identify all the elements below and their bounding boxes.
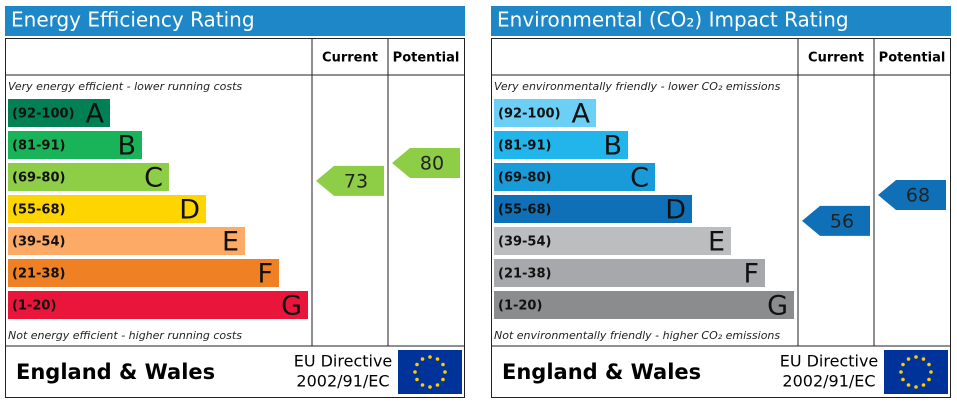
eu-star — [906, 383, 911, 387]
footer-region: England & Wales — [16, 360, 215, 384]
band-letter: B — [117, 131, 136, 162]
footer-directive: EU Directive — [294, 352, 393, 371]
rating-band — [8, 99, 110, 127]
eu-star — [415, 377, 419, 382]
band-range: (55-68) — [12, 203, 65, 218]
band-range: (69-80) — [498, 171, 551, 186]
band-range: (39-54) — [12, 235, 65, 250]
rating-band — [494, 195, 692, 223]
eu-star — [413, 370, 417, 374]
column-header: Potential — [879, 51, 946, 66]
band-letter: E — [708, 227, 725, 258]
eu-star — [441, 362, 445, 367]
eu-star — [906, 357, 911, 361]
rating-panel: Energy Efficiency Rating Current Potential… — [5, 6, 465, 398]
band-range: (69-80) — [12, 171, 65, 186]
rating-band — [494, 131, 628, 159]
band-range: (1-20) — [498, 299, 542, 314]
eu-star — [899, 370, 903, 374]
rating-band — [8, 227, 245, 255]
eu-star — [435, 383, 440, 387]
panel-title: Environmental (CO₂) Impact Rating — [497, 8, 849, 32]
band-range: (21-38) — [498, 267, 551, 282]
rating-arrow — [392, 148, 460, 178]
band-letter: F — [743, 259, 759, 290]
eu-star — [914, 385, 918, 389]
band-range: (92-100) — [498, 107, 561, 122]
eu-star — [927, 362, 931, 367]
eu-star — [428, 385, 432, 389]
band-letter: G — [281, 291, 302, 322]
eu-star — [929, 370, 933, 374]
footer-region: England & Wales — [502, 360, 701, 384]
bottom-note: Not energy efficient - higher running co… — [8, 329, 242, 342]
top-note: Very energy efficient - lower running co… — [8, 80, 242, 93]
rating-panel: Environmental (CO₂) Impact Rating Current… — [491, 6, 951, 398]
rating-arrow — [878, 180, 946, 210]
rating-value: 80 — [420, 153, 444, 175]
band-letter: D — [179, 195, 200, 226]
footer-directive: EU Directive — [780, 352, 879, 371]
rating-arrow — [316, 165, 384, 196]
band-letter: D — [665, 195, 686, 226]
band-letter: A — [572, 99, 591, 130]
rating-band — [494, 99, 596, 127]
title-bar — [491, 6, 951, 36]
eu-star — [901, 377, 905, 382]
eu-star — [435, 357, 440, 361]
band-letter: E — [222, 227, 239, 258]
eu-star — [420, 383, 425, 387]
eu-star — [921, 357, 926, 361]
rating-value: 73 — [344, 170, 368, 192]
band-range: (21-38) — [12, 267, 65, 282]
band-range: (81-91) — [498, 139, 551, 154]
rating-value: 68 — [906, 185, 930, 207]
rating-band — [8, 131, 142, 159]
band-range: (55-68) — [498, 203, 551, 218]
eu-star — [428, 355, 432, 359]
title-bar — [5, 6, 465, 36]
band-letter: C — [144, 163, 163, 194]
eu-star — [914, 355, 918, 359]
rating-value: 56 — [830, 210, 854, 232]
rating-band — [494, 227, 731, 255]
band-letter: G — [767, 291, 788, 322]
band-letter: A — [86, 99, 105, 130]
rating-band — [494, 163, 655, 191]
eu-star — [443, 370, 447, 374]
column-header: Current — [322, 51, 378, 66]
eu-star — [415, 362, 419, 367]
band-range: (92-100) — [12, 107, 75, 122]
rating-band — [8, 291, 308, 319]
bottom-note: Not environmentally friendly - higher CO… — [494, 329, 780, 342]
band-letter: B — [603, 131, 622, 162]
band-letter: F — [257, 259, 273, 290]
top-note: Very environmentally friendly - lower CO… — [494, 80, 781, 93]
rating-band — [494, 259, 765, 287]
rating-band — [8, 163, 169, 191]
band-range: (39-54) — [498, 235, 551, 250]
eu-star — [921, 383, 926, 387]
footer-directive: 2002/91/EC — [782, 372, 875, 391]
panel-title: Energy Efficiency Rating — [11, 8, 255, 32]
eu-star — [927, 377, 931, 382]
rating-arrow — [802, 205, 870, 236]
eu-star — [441, 377, 445, 382]
band-letter: C — [630, 163, 649, 194]
rating-band — [8, 195, 206, 223]
band-range: (81-91) — [12, 139, 65, 154]
rating-band — [8, 259, 279, 287]
eu-star — [420, 357, 425, 361]
column-header: Current — [808, 51, 864, 66]
band-range: (1-20) — [12, 299, 56, 314]
eu-star — [901, 362, 905, 367]
rating-band — [494, 291, 794, 319]
column-header: Potential — [393, 51, 460, 66]
footer-directive: 2002/91/EC — [296, 372, 389, 391]
